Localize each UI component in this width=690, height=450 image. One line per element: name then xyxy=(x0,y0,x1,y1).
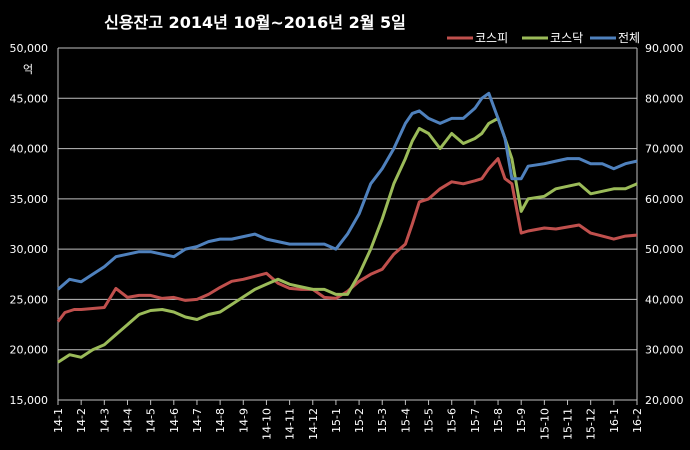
right-tick-label: 40,000 xyxy=(645,293,684,306)
left-tick-label: 25,000 xyxy=(10,293,49,306)
right-tick-label: 20,000 xyxy=(645,394,684,407)
series-line-2 xyxy=(57,116,638,364)
x-tick-label: 14-6 xyxy=(168,408,181,433)
x-tick-label: 15-11 xyxy=(562,408,575,440)
x-tick-label: 15-12 xyxy=(585,408,598,440)
left-tick-label: 45,000 xyxy=(10,92,49,105)
x-tick-label: 15-1 xyxy=(330,408,343,433)
x-tick-label: 14-2 xyxy=(75,408,88,433)
x-tick-label: 14-10 xyxy=(260,408,273,440)
right-axis: 20,000 30,000 40,000 50,000 60,000 70,000 80,0… xyxy=(645,42,684,407)
x-axis: 14-1 14-2 14-3 14-4 14-5 14-6 14-7 14-8 14-9 14-1… xyxy=(52,400,644,440)
x-tick-label: 14-3 xyxy=(98,408,111,433)
chart-title: 신용잔고 2014년 10월~2016년 2월 5일 xyxy=(104,13,406,32)
legend-label-3: 전체 xyxy=(618,31,640,45)
right-tick-label: 50,000 xyxy=(645,243,684,256)
x-tick-label: 16-2 xyxy=(631,408,644,433)
x-tick-label: 15-6 xyxy=(446,408,459,433)
left-axis: 15,000 20,000 25,000 30,000 35,000 40,000 45,0… xyxy=(10,42,49,407)
x-tick-label: 15-7 xyxy=(469,408,482,433)
right-tick-label: 60,000 xyxy=(645,193,684,206)
left-tick-label: 20,000 xyxy=(10,344,49,357)
x-tick-label: 16-1 xyxy=(608,408,621,433)
x-tick-label: 14-8 xyxy=(214,408,227,433)
x-tick-label: 14-7 xyxy=(191,408,204,433)
left-axis-unit: 억 xyxy=(23,63,33,76)
x-tick-label: 15-3 xyxy=(376,408,389,433)
legend: 코스피 코스닥 전체 xyxy=(447,31,640,45)
right-tick-label: 70,000 xyxy=(645,143,684,156)
left-tick-label: 50,000 xyxy=(10,42,49,55)
x-tick-label: 14-12 xyxy=(307,408,320,440)
x-tick-label: 14-5 xyxy=(145,408,158,433)
right-tick-label: 30,000 xyxy=(645,344,684,357)
series-layer xyxy=(56,91,638,364)
legend-label-1: 코스피 xyxy=(475,31,508,45)
x-tick-label: 14-1 xyxy=(52,408,65,433)
left-tick-label: 40,000 xyxy=(10,143,49,156)
series-line-1 xyxy=(56,157,638,323)
x-tick-label: 14-9 xyxy=(237,408,250,433)
right-tick-label: 90,000 xyxy=(645,42,684,55)
x-tick-label: 15-2 xyxy=(353,408,366,433)
x-tick-label: 14-4 xyxy=(121,408,134,433)
x-tick-label: 15-8 xyxy=(492,408,505,433)
series-line-3 xyxy=(57,91,638,291)
legend-label-2: 코스닥 xyxy=(550,31,583,45)
grid xyxy=(57,47,638,401)
x-tick-label: 15-5 xyxy=(423,408,436,433)
left-tick-label: 30,000 xyxy=(10,243,49,256)
x-tick-label: 15-10 xyxy=(538,408,551,440)
x-tick-label: 15-4 xyxy=(399,408,412,433)
x-tick-label: 14-11 xyxy=(284,408,297,440)
left-tick-label: 15,000 xyxy=(10,394,49,407)
left-tick-label: 35,000 xyxy=(10,193,49,206)
x-tick-label: 15-9 xyxy=(515,408,528,433)
right-tick-label: 80,000 xyxy=(645,92,684,105)
